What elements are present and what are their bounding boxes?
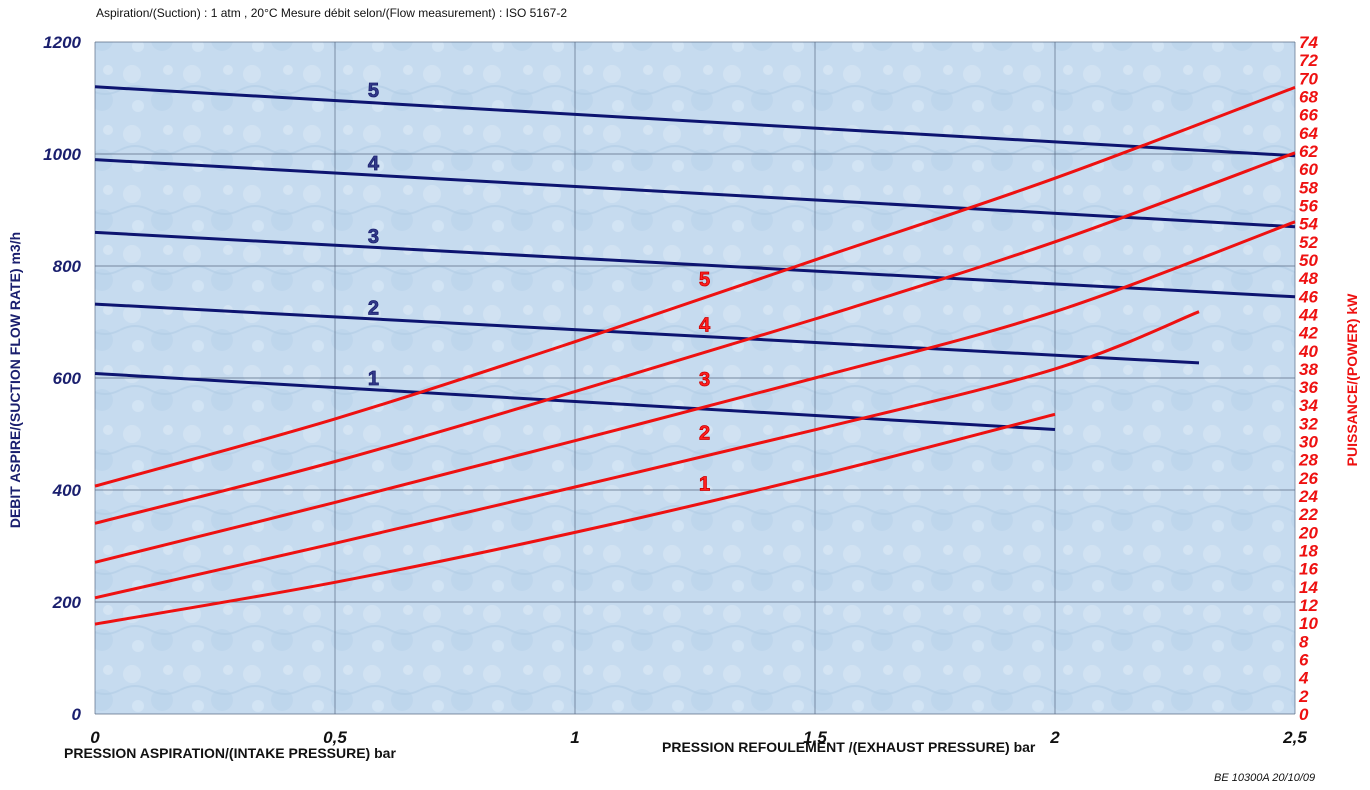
- power-curve-4: [94, 151, 1296, 525]
- right-tick-label: 18: [1299, 542, 1318, 561]
- right-tick-label: 16: [1299, 560, 1318, 579]
- right-tick-label: 50: [1299, 251, 1318, 270]
- right-tick-label: 4: [1298, 669, 1309, 688]
- right-tick-label: 12: [1299, 596, 1318, 615]
- right-tick-label: 36: [1299, 378, 1318, 397]
- right-tick-label: 34: [1299, 396, 1318, 415]
- power-series-group: 1 2 3 4 5: [94, 85, 1296, 626]
- x-tick-label: 1: [570, 728, 579, 747]
- right-tick-label: 42: [1298, 324, 1318, 343]
- right-tick-label: 66: [1299, 106, 1318, 125]
- left-tick-label: 400: [52, 481, 82, 500]
- right-axis-label: PUISSANCE/(POWER) kW: [1344, 293, 1360, 466]
- flow-curve-4: [94, 158, 1296, 229]
- right-tick-label: 56: [1299, 196, 1318, 215]
- flow-curve-label: 3: [368, 226, 379, 248]
- x-tick-label: 0,5: [323, 728, 347, 747]
- left-tick-label: 800: [53, 257, 82, 276]
- right-tick-label: 64: [1299, 124, 1318, 143]
- flow-series-group: 1 2 3 4 5: [94, 80, 1296, 431]
- left-axis-label: DEBIT ASPIRE/(SUCTION FLOW RATE) m3/h: [7, 232, 23, 528]
- right-tick-label: 62: [1299, 142, 1318, 161]
- x-tick-label: 0: [90, 728, 100, 747]
- right-tick-label: 72: [1299, 51, 1318, 70]
- right-tick-label: 28: [1298, 451, 1318, 470]
- right-tick-label: 54: [1299, 215, 1318, 234]
- right-tick-label: 74: [1299, 33, 1318, 52]
- right-tick-label: 26: [1298, 469, 1318, 488]
- right-tick-label: 0: [1299, 705, 1309, 724]
- left-tick-label: 1000: [43, 145, 81, 164]
- left-axis-ticks: 0 200 400 600 800 1000 1200: [43, 33, 81, 724]
- right-tick-label: 68: [1299, 87, 1318, 106]
- flow-curve-2: [94, 302, 1200, 365]
- right-tick-label: 10: [1299, 614, 1318, 633]
- flow-curve-label: 4: [368, 153, 380, 175]
- flow-curve-label: 5: [368, 80, 379, 102]
- right-tick-label: 6: [1299, 651, 1309, 670]
- right-tick-label: 22: [1298, 505, 1318, 524]
- right-tick-label: 2: [1298, 687, 1309, 706]
- left-tick-label: 1200: [43, 33, 81, 52]
- x-tick-label: 1,5: [803, 728, 827, 747]
- right-tick-label: 48: [1298, 269, 1318, 288]
- flow-curve-label: 2: [368, 297, 379, 319]
- right-tick-label: 44: [1298, 305, 1318, 324]
- x-axis-label-exhaust: PRESSION REFOULEMENT /(EXHAUST PRESSURE)…: [662, 739, 1036, 755]
- power-curve-2: [94, 310, 1200, 600]
- right-tick-label: 60: [1299, 160, 1318, 179]
- right-tick-label: 52: [1299, 233, 1318, 252]
- x-axis-ticks: 0 0,5 1 1,5 2 2,5: [90, 728, 1307, 747]
- flow-curve-5: [94, 85, 1296, 158]
- power-curve-1: [94, 412, 1056, 626]
- power-curve-5: [94, 85, 1296, 488]
- chart-subtitle: Aspiration/(Suction) : 1 atm , 20°C Mesu…: [96, 6, 567, 20]
- right-tick-label: 14: [1299, 578, 1318, 597]
- flow-curve-label: 1: [368, 368, 379, 390]
- power-curve-label: 2: [699, 422, 710, 444]
- power-curve-label: 1: [699, 473, 710, 495]
- power-curve-label: 5: [699, 269, 710, 291]
- right-tick-label: 24: [1298, 487, 1318, 506]
- x-tick-label: 2,5: [1282, 728, 1307, 747]
- right-tick-label: 58: [1299, 178, 1318, 197]
- right-tick-label: 46: [1298, 287, 1318, 306]
- left-tick-label: 200: [52, 593, 82, 612]
- right-tick-label: 8: [1299, 632, 1309, 651]
- power-curve-label: 3: [699, 369, 710, 391]
- flow-curve-1: [94, 372, 1056, 431]
- right-tick-label: 30: [1299, 433, 1318, 452]
- right-tick-label: 20: [1298, 523, 1318, 542]
- x-tick-label: 2: [1049, 728, 1060, 747]
- right-axis-ticks: 0246810121416182022242628303234363840424…: [1298, 33, 1318, 724]
- right-tick-label: 40: [1298, 342, 1318, 361]
- power-curve-3: [94, 220, 1296, 564]
- left-tick-label: 600: [53, 369, 82, 388]
- right-tick-label: 38: [1299, 360, 1318, 379]
- document-reference: BE 10300A 20/10/09: [1214, 772, 1315, 784]
- left-tick-label: 0: [72, 705, 82, 724]
- flow-curve-3: [94, 230, 1296, 299]
- right-tick-label: 70: [1299, 69, 1318, 88]
- power-curve-label: 4: [699, 314, 711, 336]
- x-axis-label-intake: PRESSION ASPIRATION/(INTAKE PRESSURE) ba…: [64, 745, 396, 761]
- right-tick-label: 32: [1299, 414, 1318, 433]
